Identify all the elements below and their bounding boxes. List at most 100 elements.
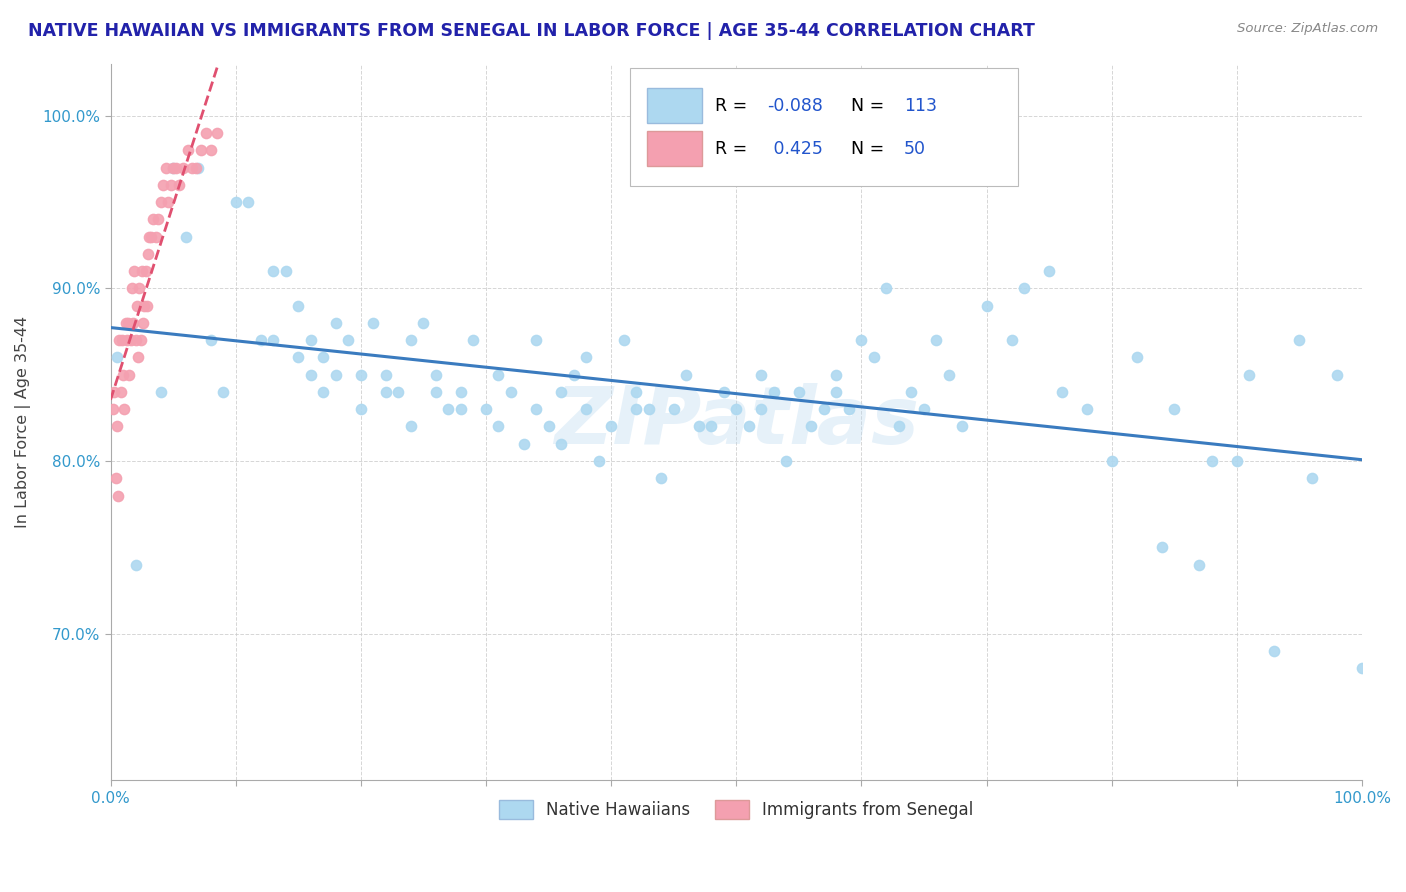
Point <box>650 471 672 485</box>
Point <box>1000 333 1022 347</box>
Point <box>184 161 207 175</box>
Point <box>588 454 610 468</box>
Point <box>662 402 685 417</box>
Point <box>169 178 191 192</box>
Point <box>512 436 534 450</box>
Point <box>103 384 125 399</box>
Point <box>177 144 200 158</box>
Point <box>350 402 373 417</box>
Point <box>575 402 598 417</box>
Point <box>749 368 772 382</box>
Point <box>136 247 159 261</box>
Point <box>105 419 128 434</box>
Point <box>1351 661 1374 675</box>
Point <box>134 299 156 313</box>
Point <box>1239 368 1261 382</box>
Point <box>117 316 139 330</box>
Point <box>262 333 284 347</box>
Point <box>762 384 785 399</box>
Point <box>172 161 194 175</box>
Point <box>159 178 181 192</box>
Point <box>312 351 335 365</box>
Point <box>887 419 910 434</box>
Point <box>499 384 522 399</box>
Point <box>139 229 162 244</box>
Point <box>205 126 228 140</box>
FancyBboxPatch shape <box>630 68 1018 186</box>
Point <box>107 489 129 503</box>
Text: N =: N = <box>852 139 890 158</box>
Point <box>475 402 498 417</box>
FancyBboxPatch shape <box>647 88 703 123</box>
Point <box>1050 384 1073 399</box>
Point <box>350 368 373 382</box>
Point <box>125 299 148 313</box>
Point <box>624 384 647 399</box>
Point <box>399 419 422 434</box>
Point <box>637 402 659 417</box>
Point <box>925 333 948 347</box>
Point <box>524 402 547 417</box>
Point <box>174 229 197 244</box>
FancyBboxPatch shape <box>647 131 703 166</box>
Point <box>1301 471 1323 485</box>
Point <box>488 419 510 434</box>
Text: ZIPatlas: ZIPatlas <box>554 384 918 461</box>
Point <box>374 368 396 382</box>
Point <box>437 402 460 417</box>
Point <box>800 419 823 434</box>
Point <box>450 384 472 399</box>
Point <box>152 178 174 192</box>
Point <box>713 384 735 399</box>
Point <box>138 229 160 244</box>
Point <box>110 384 132 399</box>
Point <box>112 368 135 382</box>
Point <box>624 402 647 417</box>
Point <box>135 299 157 313</box>
Point <box>875 281 897 295</box>
Point <box>187 161 209 175</box>
Point <box>900 384 922 399</box>
Point <box>387 384 409 399</box>
Point <box>399 333 422 347</box>
Point <box>1150 541 1173 555</box>
Point <box>550 384 572 399</box>
Point <box>374 384 396 399</box>
Text: 0.425: 0.425 <box>768 139 823 158</box>
Text: Source: ZipAtlas.com: Source: ZipAtlas.com <box>1237 22 1378 36</box>
Point <box>1326 368 1348 382</box>
Point <box>120 333 142 347</box>
Point <box>262 264 284 278</box>
Point <box>575 351 598 365</box>
Point <box>1201 454 1223 468</box>
Point <box>128 281 150 295</box>
Point <box>149 195 172 210</box>
Point <box>165 161 187 175</box>
Point <box>131 264 153 278</box>
Point <box>104 471 127 485</box>
Point <box>124 333 146 347</box>
Point <box>112 402 135 417</box>
Point <box>114 316 136 330</box>
Point <box>155 161 177 175</box>
Point <box>122 316 145 330</box>
Text: R =: R = <box>716 96 752 114</box>
Point <box>1226 454 1249 468</box>
Point <box>976 299 998 313</box>
Point <box>1125 351 1147 365</box>
Point <box>337 333 360 347</box>
Point <box>787 384 810 399</box>
Point <box>1188 558 1211 572</box>
Point <box>838 402 860 417</box>
Point <box>115 333 138 347</box>
Point <box>813 402 835 417</box>
Point <box>537 419 560 434</box>
Point <box>463 333 485 347</box>
Point <box>613 333 636 347</box>
Point <box>145 229 167 244</box>
Point <box>162 161 184 175</box>
Point <box>225 195 247 210</box>
Point <box>1288 333 1310 347</box>
Point <box>1263 644 1285 658</box>
Point <box>200 144 222 158</box>
